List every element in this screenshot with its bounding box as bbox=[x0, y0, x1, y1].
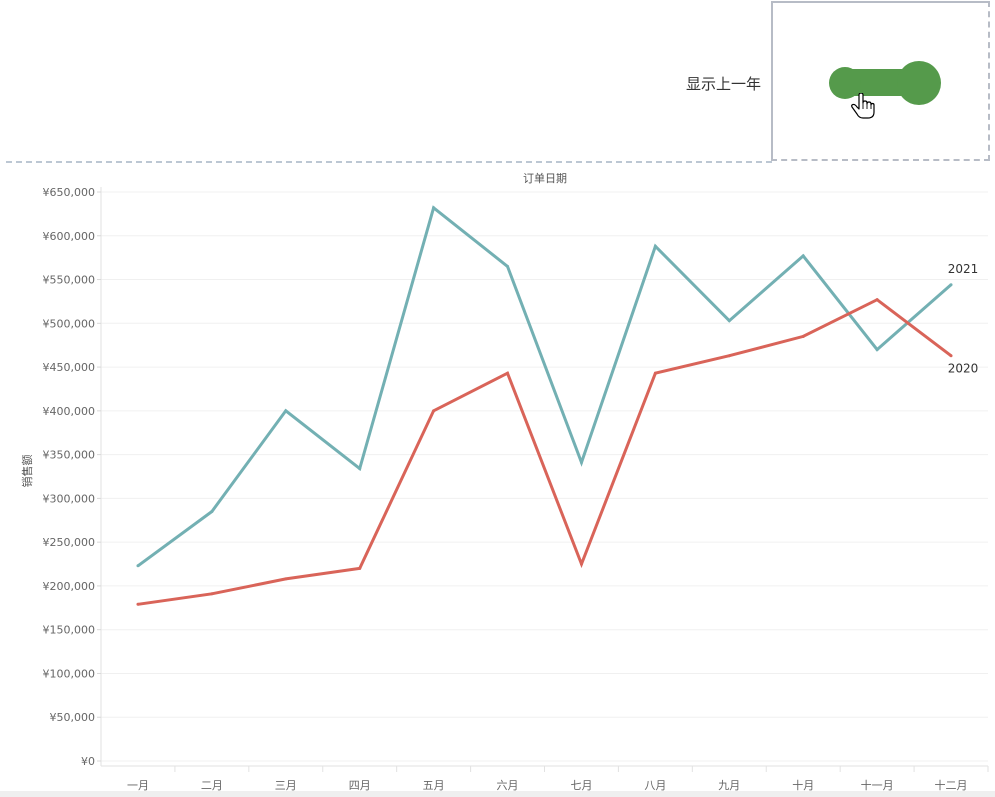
data-point-2020 bbox=[136, 602, 140, 606]
y-tick-label: ¥200,000 bbox=[43, 580, 96, 593]
x-tick-label: 七月 bbox=[570, 779, 592, 791]
data-point-2021 bbox=[210, 510, 214, 514]
y-tick-label: ¥250,000 bbox=[43, 536, 96, 549]
y-tick-label: ¥500,000 bbox=[43, 317, 96, 330]
axes bbox=[100, 187, 988, 767]
x-tick-label: 六月 bbox=[497, 779, 519, 791]
x-axis-ticks: 一月 二月 三月 四月 五月 六月 七月 八月 九月 十月 十一月 十二月 bbox=[127, 766, 989, 791]
x-tick-label: 五月 bbox=[423, 779, 445, 791]
data-point-2021 bbox=[432, 206, 436, 210]
toggle-container bbox=[771, 1, 990, 161]
series-label-2021: 2021 bbox=[948, 262, 979, 276]
divider bbox=[6, 161, 772, 163]
data-point-2020 bbox=[210, 592, 214, 596]
y-axis-ticks: ¥0 ¥50,000 ¥100,000 ¥150,000 ¥200,000 ¥250,00… bbox=[43, 186, 101, 768]
y-tick-label: ¥600,000 bbox=[43, 230, 96, 243]
toggle-knob[interactable] bbox=[897, 61, 941, 105]
y-tick-label: ¥550,000 bbox=[43, 274, 96, 287]
data-point-2020 bbox=[727, 354, 731, 358]
parameter-panel: 显示上一年 bbox=[0, 0, 995, 165]
y-tick-label: ¥450,000 bbox=[43, 361, 96, 374]
x-tick-label: 八月 bbox=[644, 779, 666, 791]
data-point-2021 bbox=[358, 467, 362, 471]
x-tick-label: 二月 bbox=[201, 779, 223, 791]
data-point-2021 bbox=[801, 254, 805, 258]
y-tick-label: ¥150,000 bbox=[43, 624, 96, 637]
series-lines bbox=[136, 205, 953, 606]
y-axis-label: 销售额 bbox=[20, 455, 34, 488]
y-tick-label: ¥650,000 bbox=[43, 186, 96, 199]
x-tick-label: 四月 bbox=[349, 779, 371, 791]
series-label-2020: 2020 bbox=[948, 362, 979, 376]
bottom-scrollbar bbox=[0, 791, 995, 797]
chart-title: 订单日期 bbox=[523, 172, 567, 185]
series-labels: 2021 2020 bbox=[948, 262, 979, 376]
data-point-2020 bbox=[579, 562, 583, 566]
show-previous-year-toggle[interactable] bbox=[829, 61, 941, 107]
data-point-2021 bbox=[136, 564, 140, 568]
x-tick-label: 十二月 bbox=[935, 778, 968, 791]
y-tick-label: ¥0 bbox=[81, 755, 95, 768]
y-tick-label: ¥350,000 bbox=[43, 449, 96, 462]
y-tick-label: ¥50,000 bbox=[50, 711, 96, 724]
x-tick-label: 一月 bbox=[127, 779, 149, 791]
data-point-2021 bbox=[875, 348, 879, 352]
toggle-end-left bbox=[829, 67, 861, 99]
x-tick-label: 十一月 bbox=[861, 778, 894, 791]
data-point-2020 bbox=[432, 409, 436, 413]
data-point-2020 bbox=[358, 566, 362, 570]
sales-line-chart: 订单日期 销售额 ¥0 ¥50,000 ¥100,000 ¥150,000 ¥200,0… bbox=[20, 172, 989, 791]
gridlines bbox=[101, 191, 988, 762]
data-point-2020 bbox=[949, 354, 953, 358]
y-tick-label: ¥100,000 bbox=[43, 667, 96, 680]
data-point-2020 bbox=[801, 334, 805, 338]
series-line-2020 bbox=[137, 297, 952, 606]
toggle-label: 显示上一年 bbox=[686, 75, 762, 93]
data-point-2021 bbox=[653, 244, 657, 248]
y-tick-label: ¥400,000 bbox=[43, 405, 96, 418]
x-tick-label: 三月 bbox=[275, 779, 297, 791]
data-point-2020 bbox=[653, 371, 657, 375]
data-point-2020 bbox=[506, 371, 510, 375]
data-point-2021 bbox=[284, 409, 288, 413]
hand-cursor-icon bbox=[851, 93, 875, 119]
data-point-2021 bbox=[949, 283, 953, 287]
series-line-2021 bbox=[137, 205, 952, 568]
data-point-2021 bbox=[579, 460, 583, 464]
data-point-2020 bbox=[284, 577, 288, 581]
data-point-2020 bbox=[875, 298, 879, 302]
data-point-2021 bbox=[506, 264, 510, 268]
y-tick-label: ¥300,000 bbox=[43, 492, 96, 505]
x-tick-label: 十月 bbox=[792, 778, 814, 791]
x-tick-label: 九月 bbox=[718, 779, 740, 791]
data-point-2021 bbox=[727, 319, 731, 323]
